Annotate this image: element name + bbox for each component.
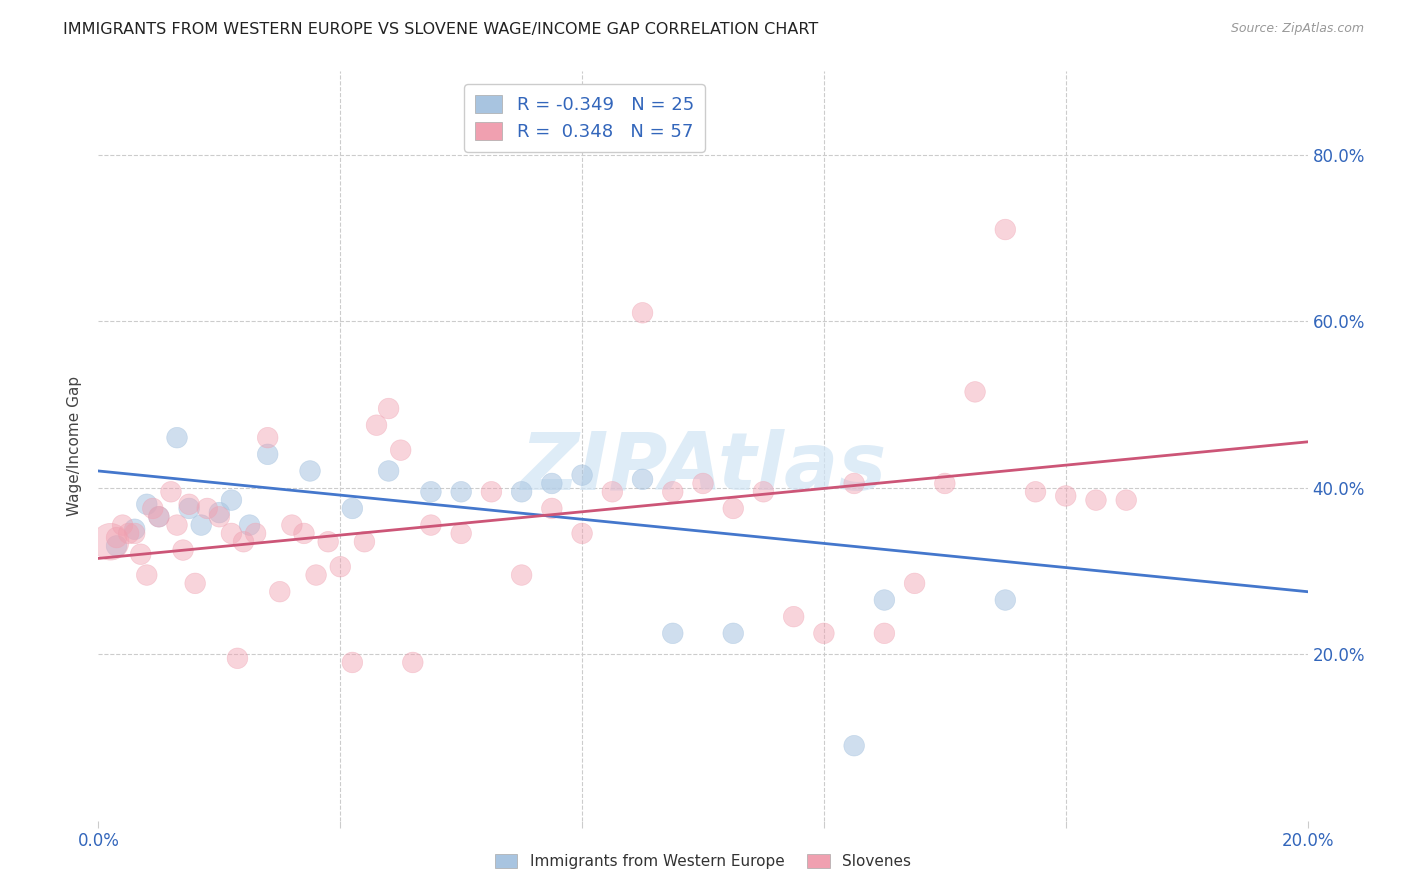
Point [1085,493,1108,508]
Point [844,476,866,491]
Y-axis label: Wage/Income Gap: Wage/Income Gap [67,376,83,516]
Point [602,484,624,499]
Point [1024,484,1046,499]
Legend: R = -0.349   N = 25, R =  0.348   N = 57: R = -0.349 N = 25, R = 0.348 N = 57 [464,84,704,152]
Point [135,497,157,511]
Point [994,593,1017,607]
Point [342,501,364,516]
Point [389,443,412,458]
Point [873,626,896,640]
Point [160,484,183,499]
Point [245,526,267,541]
Point [377,464,399,478]
Point [118,526,141,541]
Point [124,526,146,541]
Point [1054,489,1077,503]
Point [142,501,165,516]
Point [723,501,745,516]
Point [232,534,254,549]
Point [510,568,533,582]
Text: ZIPAtlas: ZIPAtlas [520,429,886,508]
Point [208,506,231,520]
Point [190,518,212,533]
Point [844,739,866,753]
Point [269,584,291,599]
Point [510,484,533,499]
Point [179,501,201,516]
Point [208,509,231,524]
Point [148,509,170,524]
Text: IMMIGRANTS FROM WESTERN EUROPE VS SLOVENE WAGE/INCOME GAP CORRELATION CHART: IMMIGRANTS FROM WESTERN EUROPE VS SLOVEN… [63,22,818,37]
Point [184,576,207,591]
Point [813,626,835,640]
Point [752,484,775,499]
Point [571,468,593,483]
Point [783,609,806,624]
Point [166,431,188,445]
Point [256,447,278,461]
Point [239,518,262,533]
Point [904,576,927,591]
Point [179,497,201,511]
Point [329,559,352,574]
Point [450,526,472,541]
Point [631,306,654,320]
Text: Source: ZipAtlas.com: Source: ZipAtlas.com [1230,22,1364,36]
Point [873,593,896,607]
Point [135,568,157,582]
Point [481,484,503,499]
Point [221,526,243,541]
Point [129,547,152,561]
Point [316,534,339,549]
Point [342,656,364,670]
Point [172,543,194,558]
Point [305,568,328,582]
Point [661,484,683,499]
Point [571,526,593,541]
Point [111,518,134,533]
Point [661,626,683,640]
Point [631,472,654,486]
Point [256,431,278,445]
Point [366,418,388,433]
Point [994,222,1017,236]
Point [148,509,170,524]
Point [540,476,562,491]
Point [281,518,304,533]
Point [166,518,188,533]
Point [965,384,987,399]
Point [299,464,322,478]
Point [292,526,315,541]
Point [100,534,122,549]
Point [105,539,128,553]
Point [723,626,745,640]
Point [105,531,128,545]
Point [540,501,562,516]
Point [420,518,443,533]
Point [420,484,443,499]
Point [402,656,425,670]
Legend: Immigrants from Western Europe, Slovenes: Immigrants from Western Europe, Slovenes [488,848,918,875]
Point [124,522,146,536]
Point [692,476,714,491]
Point [226,651,249,665]
Point [934,476,956,491]
Point [1115,493,1137,508]
Point [353,534,375,549]
Point [377,401,399,416]
Point [195,501,218,516]
Point [221,493,243,508]
Point [450,484,472,499]
